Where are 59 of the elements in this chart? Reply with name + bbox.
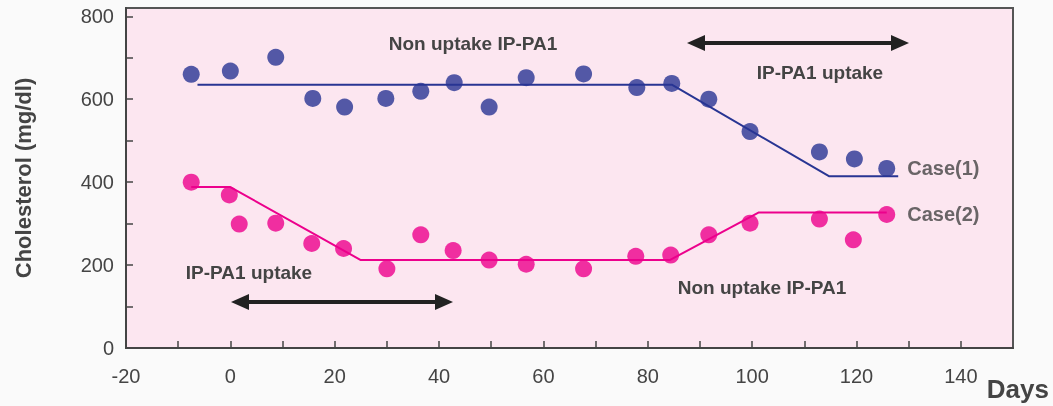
point <box>412 226 430 244</box>
series-label: Case(2) <box>907 203 980 226</box>
point <box>221 62 239 80</box>
x-tick-label: 120 <box>839 365 874 387</box>
point <box>230 215 248 233</box>
point <box>336 98 354 116</box>
point <box>182 173 200 191</box>
y-tick-label: 600 <box>80 88 114 111</box>
point <box>303 235 321 253</box>
point <box>412 82 430 100</box>
point <box>517 255 535 273</box>
point <box>628 79 646 97</box>
x-tick-label: 80 <box>636 365 659 387</box>
x-tick-label: 0 <box>224 365 236 387</box>
point <box>335 239 353 257</box>
annotation: Non uptake IP-PA1 <box>677 276 847 298</box>
point <box>878 159 896 177</box>
point <box>845 150 863 168</box>
point <box>575 260 593 278</box>
point <box>741 123 759 141</box>
point <box>445 74 463 92</box>
point <box>267 214 285 232</box>
x-axis-title: Days <box>986 374 1049 404</box>
point <box>480 98 498 116</box>
x-tick-label: 140 <box>944 365 978 387</box>
point <box>878 205 896 223</box>
point <box>627 247 645 265</box>
x-tick-label: -20 <box>111 365 141 387</box>
x-tick-label: 40 <box>427 365 451 387</box>
point <box>444 242 462 260</box>
point <box>575 65 593 83</box>
point <box>810 143 828 161</box>
annotation: Non uptake IP-PA1 <box>388 32 558 54</box>
point <box>480 251 498 269</box>
annotation: IP-PA1 uptake <box>185 261 313 283</box>
y-tick-label: 400 <box>80 171 114 194</box>
series-label: Case(1) <box>907 157 980 180</box>
x-tick-label: 20 <box>323 365 346 387</box>
annotation: IP-PA1 uptake <box>756 61 884 83</box>
point <box>517 69 535 87</box>
x-tick-label: 60 <box>532 365 555 387</box>
point <box>182 65 200 83</box>
y-tick-label: 800 <box>80 5 114 28</box>
point <box>700 226 718 244</box>
point <box>378 260 396 278</box>
y-tick-label: 0 <box>102 337 114 359</box>
point <box>662 246 680 264</box>
y-tick-label: 200 <box>80 254 114 277</box>
point <box>810 210 828 228</box>
point <box>844 231 862 249</box>
y-axis-title: Cholesterol (mg/dl) <box>10 77 36 279</box>
point <box>700 90 718 108</box>
point <box>741 214 759 232</box>
point <box>663 74 681 92</box>
point <box>267 48 285 66</box>
x-tick-label: 100 <box>735 365 769 387</box>
point <box>304 89 322 107</box>
point <box>220 186 238 204</box>
point <box>377 89 395 107</box>
